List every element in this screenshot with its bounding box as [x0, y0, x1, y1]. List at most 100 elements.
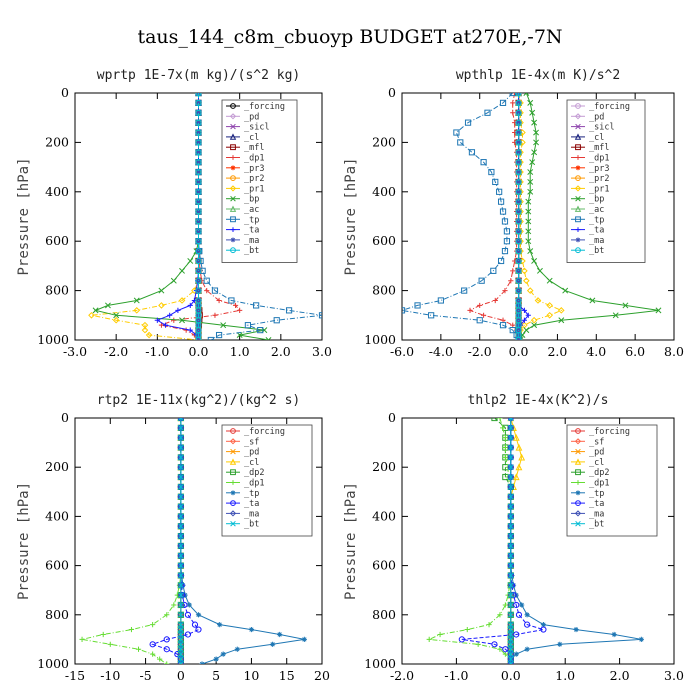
data-point [195, 129, 202, 136]
data-point [507, 656, 514, 663]
data-point [507, 651, 514, 658]
data-point [177, 454, 184, 461]
series-line-dp1 [468, 93, 520, 340]
data-point [507, 636, 514, 643]
data-point [497, 646, 503, 652]
y-axis-label: Pressure [hPa] [16, 157, 32, 275]
data-point [515, 218, 522, 225]
data-point [527, 188, 534, 195]
data-point [519, 602, 525, 608]
data-point [195, 109, 202, 116]
data-point [515, 228, 522, 234]
series-group [79, 418, 307, 664]
data-point [195, 149, 202, 155]
series-line-ta [461, 418, 544, 664]
data-point [230, 123, 236, 130]
data-point [507, 621, 514, 628]
data-point [512, 473, 520, 481]
data-point [478, 277, 485, 284]
data-point [426, 636, 432, 642]
data-point [515, 139, 522, 146]
legend-label: _bp [244, 195, 259, 205]
data-point [133, 297, 140, 304]
series-line-ta [156, 93, 199, 340]
data-point [195, 100, 202, 106]
data-point [195, 119, 202, 126]
data-point [507, 454, 514, 461]
data-point [507, 562, 514, 569]
data-point [490, 267, 497, 274]
data-point [285, 307, 293, 314]
data-point [195, 189, 202, 195]
data-point [524, 621, 531, 628]
data-point [248, 626, 255, 633]
x-tick-label: 20 [314, 668, 330, 683]
data-point [530, 316, 538, 324]
data-point [499, 208, 507, 215]
data-point [507, 582, 514, 589]
legend-label: _tp [244, 489, 259, 499]
data-point [113, 312, 120, 319]
data-point [195, 228, 202, 234]
data-point [195, 247, 202, 255]
y-tick-label: 600 [372, 233, 396, 248]
y-tick-label: 800 [45, 283, 69, 298]
y-tick-label: 0 [388, 410, 396, 425]
data-point [534, 297, 542, 304]
data-point [507, 513, 514, 520]
data-point [575, 227, 581, 232]
legend-label: _dp2 [244, 468, 264, 478]
x-tick-label: 1.0 [555, 668, 575, 683]
data-point [575, 428, 581, 434]
data-point [497, 198, 505, 205]
data-point [507, 434, 514, 441]
data-point [204, 288, 210, 294]
data-point [497, 418, 503, 421]
data-point [524, 612, 530, 618]
data-point [178, 297, 186, 304]
data-point [612, 312, 619, 319]
data-point [92, 307, 99, 314]
data-point [215, 331, 223, 339]
legend-label: _pd [589, 448, 604, 458]
data-point [232, 302, 239, 309]
data-point [533, 129, 540, 136]
data-point [195, 139, 202, 145]
data-point [515, 238, 522, 245]
data-point [461, 287, 468, 294]
data-point [531, 149, 538, 156]
legend-label: _pd [244, 112, 259, 122]
data-point [515, 443, 523, 451]
data-point [318, 312, 322, 319]
y-tick-label: 600 [45, 233, 69, 248]
y-tick-label: 0 [388, 85, 396, 100]
data-point [546, 277, 553, 284]
x-tick-label: 3.0 [664, 668, 684, 683]
series-group [402, 93, 662, 340]
data-point [497, 257, 505, 265]
data-point [162, 322, 169, 328]
legend-label: _pd [589, 112, 604, 122]
data-point [195, 159, 202, 165]
data-point [229, 205, 237, 212]
data-point [515, 336, 522, 340]
data-point [611, 631, 617, 638]
x-tick-label: -2.0 [104, 344, 128, 359]
x-tick-label: -1.0 [145, 344, 169, 359]
data-point [230, 103, 236, 109]
data-point [177, 464, 184, 471]
data-point [527, 178, 534, 185]
data-point [503, 228, 511, 235]
data-point [177, 631, 184, 638]
data-point [574, 458, 582, 465]
panel-title: rtp2 1E-11x(kg^2)/(kg^2 s) [97, 393, 301, 408]
legend-label: _ma [244, 236, 259, 246]
data-point [515, 110, 522, 116]
data-point [575, 123, 581, 130]
data-point [507, 464, 514, 471]
data-point [575, 103, 581, 109]
data-point [195, 199, 202, 205]
x-tick-label: -3.0 [63, 344, 87, 359]
data-point [177, 641, 184, 648]
x-tick-label: 0 [177, 668, 185, 683]
